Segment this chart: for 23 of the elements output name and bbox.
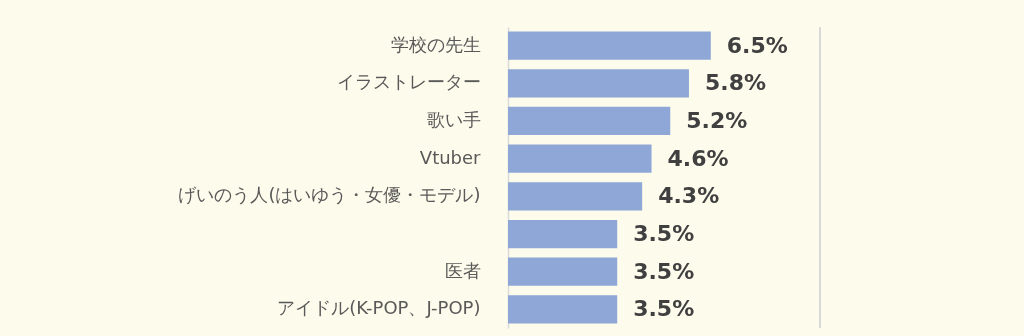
y-tick-label: Vtuber xyxy=(419,146,482,168)
bar xyxy=(508,69,689,98)
y-tick-label: 歌い手 xyxy=(426,108,481,130)
data-label: 4.6% xyxy=(667,145,729,171)
bar xyxy=(508,295,618,324)
bar xyxy=(508,257,618,286)
bar xyxy=(508,219,618,249)
data-label: 3.5% xyxy=(633,258,695,284)
data-label: 4.3% xyxy=(658,183,720,209)
y-tick-label: げいのう人(はいゆう・女優・モデル) xyxy=(178,184,481,206)
data-label: 3.5% xyxy=(633,296,695,322)
bar xyxy=(508,31,711,60)
data-label: 5.8% xyxy=(704,70,766,96)
bar xyxy=(508,144,652,173)
y-tick-label: アイドル(K-POP、J-POP) xyxy=(277,297,481,319)
y-tick-label: 学校の先生 xyxy=(390,33,481,55)
data-label: 5.2% xyxy=(686,107,748,133)
data-label: 3.5% xyxy=(633,221,695,247)
y-tick-label: イラストレーター xyxy=(336,71,481,93)
bar xyxy=(508,106,671,136)
y-tick-label: 医者 xyxy=(444,259,481,281)
data-label: 6.5% xyxy=(726,32,788,58)
bar xyxy=(508,182,643,211)
